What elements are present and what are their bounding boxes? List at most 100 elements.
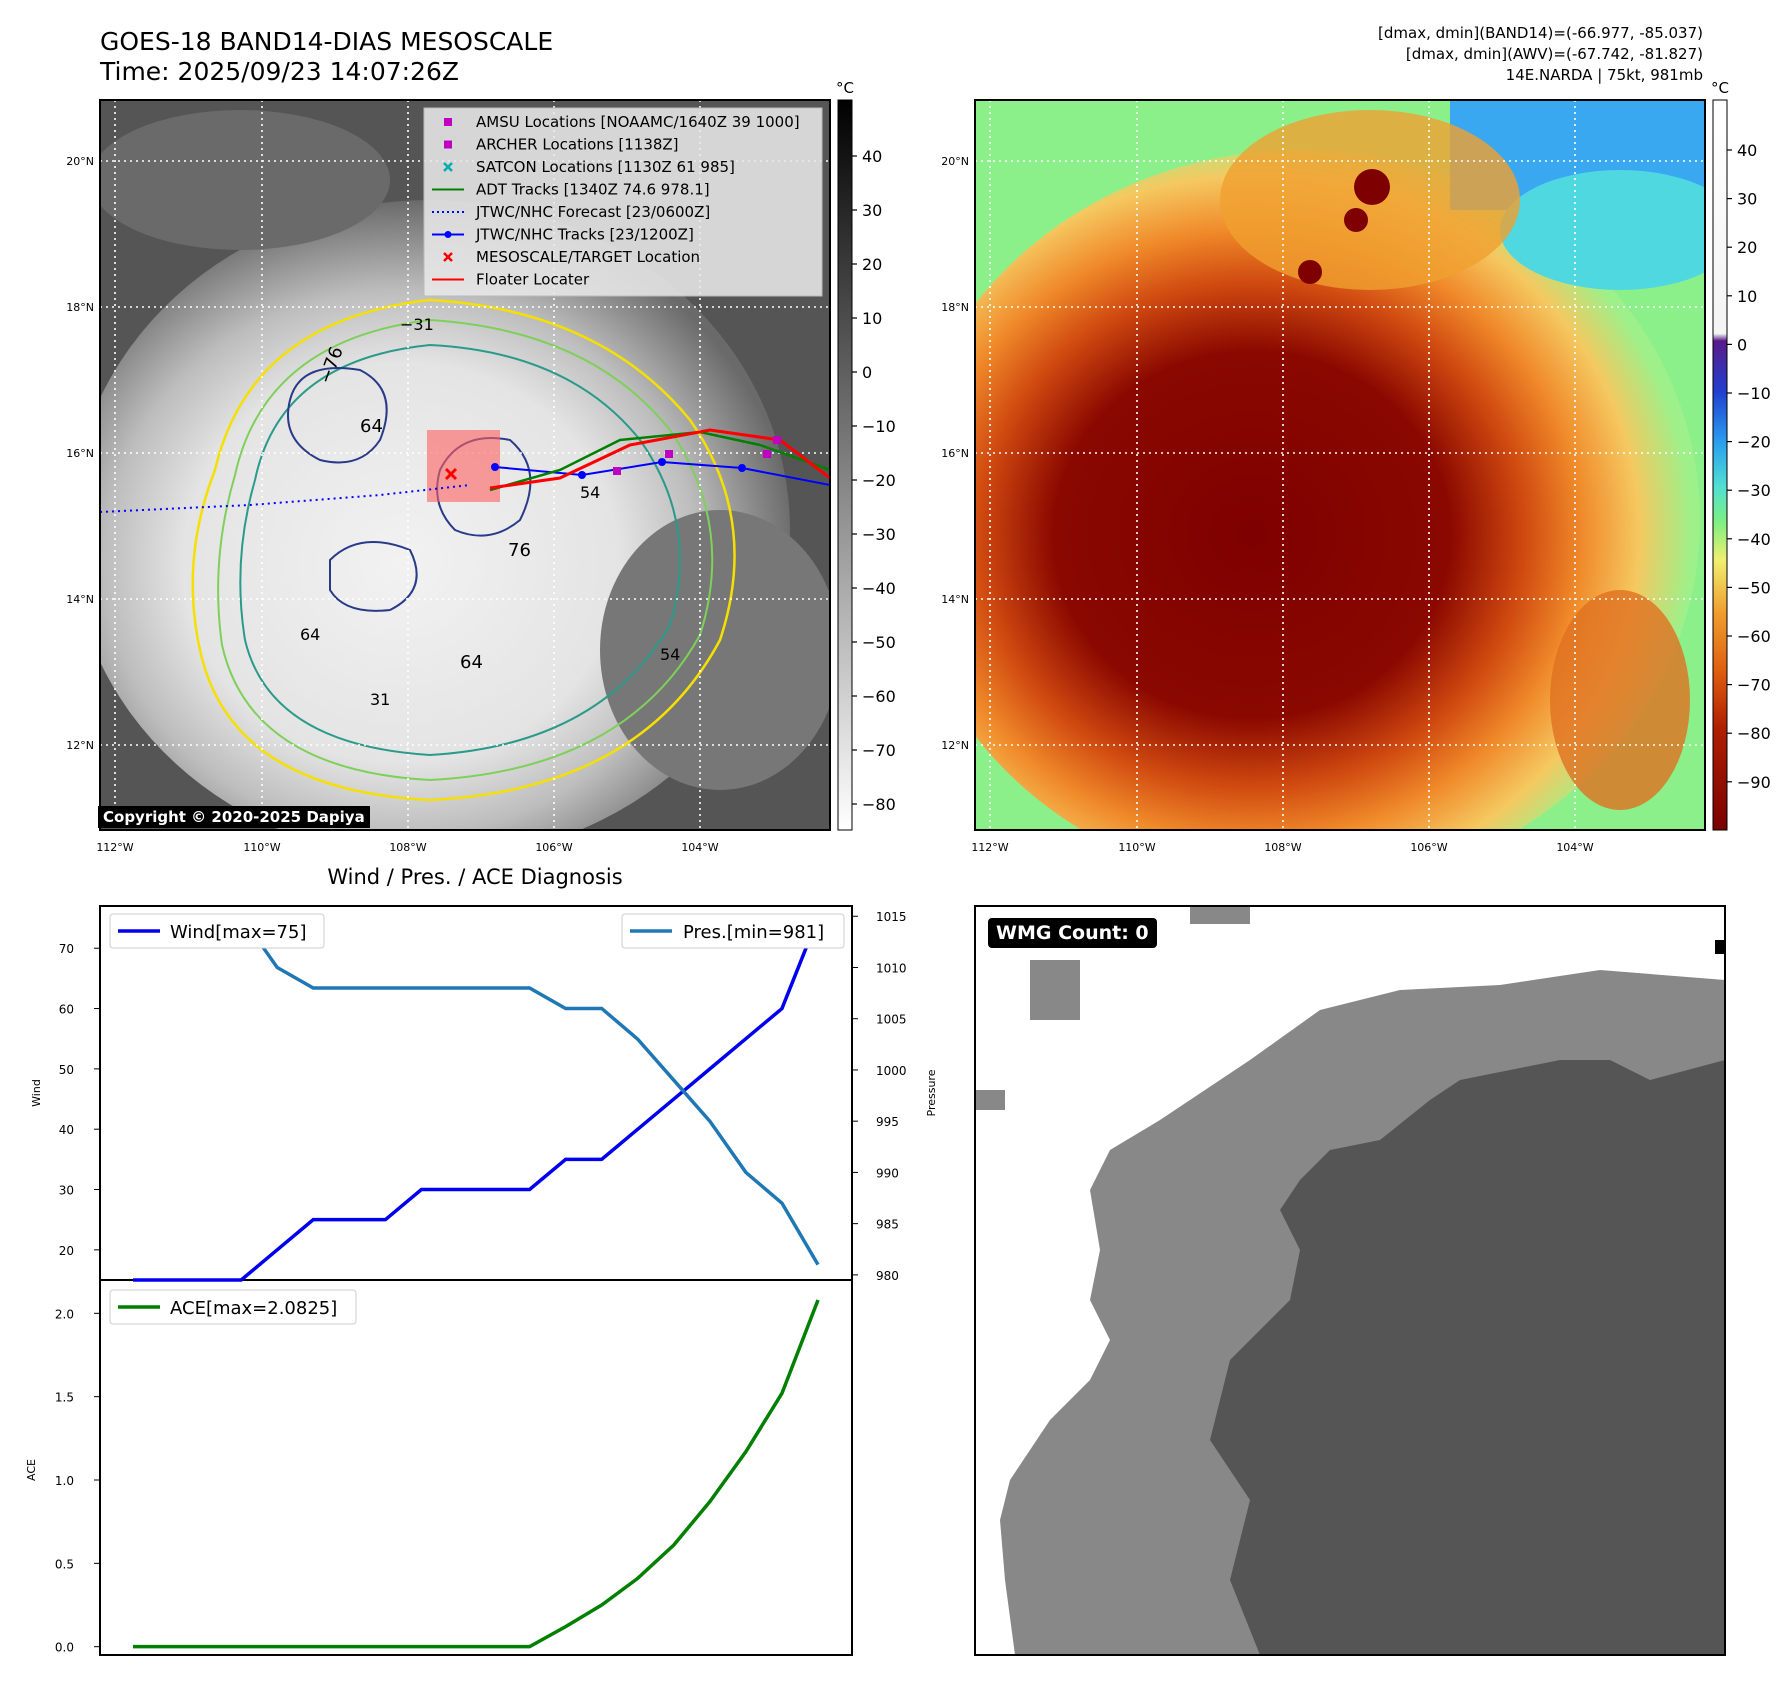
wmg-count-label: WMG Count: 0 [988,918,1157,948]
contour-label: 31 [370,690,390,709]
pressure-ytick-label: 980 [876,1269,899,1283]
legend-marker [443,162,453,172]
legend-label: JTWC/NHC Forecast [23/0600Z] [475,203,710,221]
legend-marker [444,140,452,149]
wind-legend: Wind[max=75] [109,913,325,949]
lat-label: 14°N [941,593,969,606]
colorbar-tick-label: −30 [862,525,896,544]
contour-label: 64 [360,416,383,437]
left-colorbar-unit: °C [836,79,854,97]
left-map-panel: AMSU Locations [NOAAMC/1640Z 39 1000] ARC… [99,99,831,831]
wind-ytick-label: 60 [59,1003,74,1017]
colorbar-tick-label: 0 [862,363,872,382]
info-line2: [dmax, dmin](AWV)=(-67.742, -81.827) [1406,45,1703,63]
colorbar-tick-label: −50 [1737,578,1771,597]
contour-navy-3 [329,541,418,612]
pressure-ytick-label: 990 [876,1166,899,1180]
lon-label: 110°W [1118,841,1155,854]
diagnosis-title: Wind / Pres. / ACE Diagnosis [327,865,622,889]
ace-ytick-label: 2.0 [55,1307,74,1321]
ace-legend-label: ACE[max=2.0825] [170,1298,337,1319]
legend-marker [443,252,453,262]
lat-label: 20°N [66,155,94,168]
lon-label: 106°W [1410,841,1447,854]
right-colorbar-unit: °C [1711,79,1729,97]
legend-entry: JTWC/NHC Forecast [23/0600Z] [432,203,710,221]
pressure-ytick-label: 1015 [876,910,907,924]
legend-entry: ADT Tracks [1340Z 74.6 978.1] [432,181,710,199]
colorbar-tick-label: −80 [1737,724,1771,743]
pressure-ylabel: Pressure [925,1069,938,1116]
lon-label: 104°W [1556,841,1593,854]
wind-ytick-label: 40 [59,1123,74,1137]
legend-label: MESOSCALE/TARGET Location [476,248,700,266]
colorbar-tick-label: −40 [862,579,896,598]
wind-pressure-plot [99,905,853,1281]
pressure-ytick-label: 995 [876,1115,899,1129]
colorbar-tick-label: 20 [862,255,882,274]
legend-label: SATCON Locations [1130Z 61 985] [476,158,735,176]
pressure-legend-label: Pres.[min=981] [683,922,824,943]
ace-ytick-label: 0.5 [55,1557,74,1571]
floater-track [489,428,830,490]
legend-label: ADT Tracks [1340Z 74.6 978.1] [476,181,710,199]
ace-ytick-label: 1.5 [55,1391,74,1405]
wind-legend-label: Wind[max=75] [170,922,307,943]
lat-label: 12°N [66,739,94,752]
contour-teal [239,343,681,757]
lon-label: 108°W [389,841,426,854]
ace-ytick-label: 0.0 [55,1641,74,1655]
lat-label: 20°N [941,155,969,168]
lon-label: 104°W [681,841,718,854]
legend-marker [444,118,452,126]
wind-ylabel: Wind [30,1079,43,1107]
colorbar-tick-label: −10 [862,417,896,436]
wmg-panel [974,905,1726,1656]
colorbar-tick-label: 10 [862,309,882,328]
lat-label: 18°N [941,301,969,314]
colorbar-tick-label: −50 [862,633,896,652]
info-line1: [dmax, dmin](BAND14)=(-66.977, -85.037) [1378,24,1703,42]
ace-plot [99,1279,853,1656]
left-colorbar: °C 40 30 20 10 0 −10 −20 −30 −40 −50 −60 −70 −80 [836,79,896,831]
title-line2: Time: 2025/09/23 14:07:26Z [99,57,459,86]
legend-entry: AMSU Locations [NOAAMC/1640Z 39 1000] [444,113,800,131]
ace-legend: ACE[max=2.0825] [109,1289,357,1325]
wind-ytick-label: 70 [59,942,74,956]
wind-ytick-label: 50 [59,1063,74,1077]
colorbar-tick-label: −30 [1737,481,1771,500]
lon-label: 106°W [535,841,572,854]
right-storm-cloud [975,150,1700,830]
colorbar-tick-label: −70 [1737,676,1771,695]
contour-label: 54 [660,645,680,664]
legend-entry: JTWC/NHC Tracks [23/1200Z] [432,226,694,244]
wind-ytick-label: 20 [59,1244,74,1258]
colorbar-tick-label: 40 [1737,141,1757,160]
contour-label: 54 [580,483,600,502]
legend-entry: MESOSCALE/TARGET Location [443,248,700,266]
left-map-legend: AMSU Locations [NOAAMC/1640Z 39 1000] ARC… [432,113,800,289]
colorbar-tick-label: 30 [1737,190,1757,209]
pressure-ytick-label: 1010 [876,961,907,975]
legend-entry: Floater Locater [432,271,590,289]
colorbar-tick-label: −20 [1737,433,1771,452]
colorbar-tick-label: −70 [862,741,896,760]
info-line3: 14E.NARDA | 75kt, 981mb [1506,66,1703,84]
lon-label: 112°W [971,841,1008,854]
lat-label: 16°N [66,447,94,460]
wind-ytick-label: 30 [59,1184,74,1198]
floater-box [427,430,500,502]
colorbar-tick-label: −20 [862,471,896,490]
contour-label: 64 [460,652,483,673]
ace-ylabel: ACE [25,1459,38,1481]
right-map-panel [974,99,1706,831]
legend-label: JTWC/NHC Tracks [23/1200Z] [475,226,694,244]
lon-label: 110°W [243,841,280,854]
left-map-legend-box [423,107,823,297]
contour-navy-1 [287,367,388,464]
contour-label: −31 [400,315,434,334]
contour-yellow [191,298,736,802]
colorbar-tick-label: −10 [1737,384,1771,403]
contour-label: 76 [508,540,531,561]
